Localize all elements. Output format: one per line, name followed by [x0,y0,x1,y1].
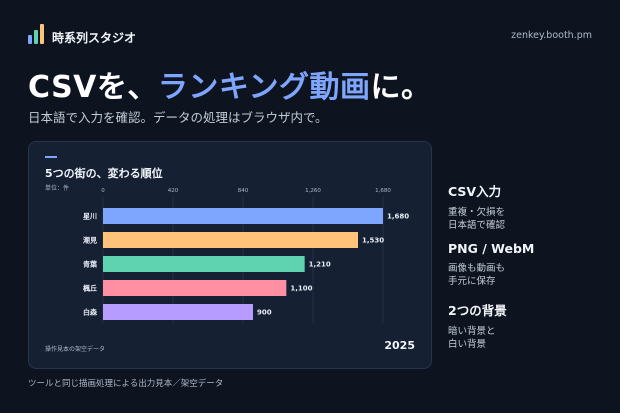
x-tick-label: 1,260 [305,188,321,194]
feature-title: CSV入力 [448,184,502,199]
category-label: 楓丘 [83,284,97,293]
site-url[interactable]: zenkey.booth.pm [511,30,592,41]
chart-unit: 単位：件 [45,185,70,192]
brand-name: 時系列スタジオ [52,31,137,45]
x-tick-label: 420 [168,188,179,194]
card-accent-line [45,156,57,158]
headline-accent: ランキング動画 [157,70,371,105]
bar [103,280,287,296]
feature-desc-line: 暗い背景と [448,326,496,337]
bar-value-label: 1,680 [387,213,409,221]
footer-note: ツールと同じ描画処理による出力見本／架空データ [28,379,224,389]
chart-year: 2025 [384,339,415,352]
feature-desc-line: 白い背景 [448,339,487,350]
feature-export: PNG / WebM 画像も動画も 手元に保存 [448,241,534,288]
bar-chart: 0 420 840 1,260 1,680 星川 1,680 潮見 1,530 青葉 1,210 楓丘… [83,188,409,324]
category-label: 星川 [83,212,97,221]
feature-desc-line: 手元に保存 [448,276,496,287]
bar-value-label: 1,100 [290,285,312,293]
feature-desc: 画像も動画も 手元に保存 [448,262,534,288]
category-label: 青葉 [83,260,98,269]
bar-value-label: 1,210 [309,261,331,269]
category-label: 白森 [83,308,98,317]
chart-card: 5つの街の、変わる順位 単位：件 0 420 840 1,260 1,680 星川 1,68… [28,141,432,369]
feature-desc: 暗い背景と 白い背景 [448,325,507,351]
feature-desc-line: 日本語で確認 [448,220,506,231]
bar-value-label: 1,530 [362,237,384,245]
logo-bar [34,30,38,44]
chart-footnote: 操作見本の架空データ [45,346,106,353]
chart-title: 5つの街の、変わる順位 [45,167,163,180]
logo-bar [28,35,32,44]
logo-bar [40,24,44,44]
bar [103,304,253,320]
bar [103,232,358,248]
subheadline: 日本語で入力を確認。データの処理はブラウザ内で。 [28,110,328,125]
bar-value-label: 900 [257,309,272,317]
x-tick-label: 1,680 [375,188,391,194]
headline: CSVを、ランキング動画に。 [28,62,432,106]
x-tick-label: 0 [101,188,105,194]
logo-icon [28,24,46,44]
feature-csv: CSV入力 重複・欠損を 日本語で確認 [448,181,505,232]
feature-title: 2つの背景 [448,303,507,318]
feature-backgrounds: 2つの背景 暗い背景と白い背景 [448,300,507,351]
bar [103,256,305,272]
feature-desc-line: 重複・欠損を [448,207,506,218]
headline-prefix: CSVを、 [28,70,158,105]
x-tick-label: 840 [238,188,249,194]
feature-desc: 重複・欠損を 日本語で確認 [448,206,505,232]
bar [103,208,383,224]
category-label: 潮見 [83,236,97,245]
headline-suffix: に。 [370,70,432,105]
feature-title: PNG / WebM [448,241,535,256]
feature-desc-line: 画像も動画も [448,263,506,274]
